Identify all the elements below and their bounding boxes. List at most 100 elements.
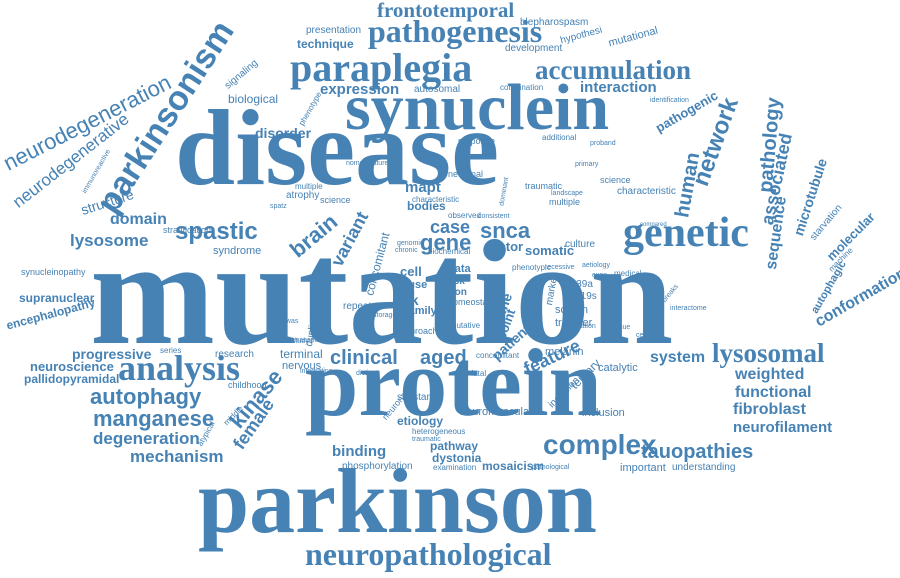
word-neuromuscular: compared [640,222,667,228]
word-functional: functional [735,385,811,401]
word-manganese: manganese [93,408,214,430]
word-pallidopyramidal: pallidopyramidal [24,373,119,385]
word-melanin: melanin [545,347,584,358]
word-pathological: examination [433,464,476,472]
word-genomic: fatal [471,370,486,378]
word-approach: regulation [565,323,596,330]
word-g2019s: g2019s [564,292,597,302]
word-lysosomal: lysosomal [712,340,825,367]
word-lysosome: lysosome [70,232,148,249]
word-somatic: somatic [525,244,574,257]
word-sirna: biochemical [428,248,470,256]
word-observed: distinct [356,370,378,377]
word-compared: primary [575,161,598,168]
word-transport: spatz [270,203,287,210]
word-impairment: interactome [670,305,707,312]
word-cellular: storage [373,312,396,319]
word-system: system [650,350,705,366]
word-biochemical: cellular [636,332,658,339]
word-signaling: signaling [223,58,260,91]
word-research: research [215,350,254,360]
word-identification: identification [650,97,689,104]
word-domain: domain [110,212,167,228]
word-phenotypic: series [160,347,181,355]
word-phosphorylation: understanding [672,463,735,473]
word-novel: chronic [395,247,418,254]
word-tauopathies: tauopathies [641,442,753,462]
word-aged: aged [420,348,467,368]
word-recent: genomic [397,240,423,247]
word-interaction: interaction [580,80,657,95]
word-examination: phosphorylation [342,462,413,472]
word-etiology: etiology [397,415,443,427]
word-consistent: transport [295,337,323,344]
word-understanding: important [620,463,666,474]
word-development: development [505,44,562,54]
word-mutational: mutational [607,26,659,50]
word-expression: expression [320,82,399,97]
word-response: response [458,137,495,146]
word-integrated: nomenclature [346,160,388,167]
word-cause: cause [396,280,427,291]
word-mechanism: mechanism [130,448,224,465]
word-human: human [672,151,703,219]
word-medical: characteristic [617,187,676,197]
word-substantia: heterogeneous [412,428,465,436]
word-combination: combination [500,84,543,92]
word-cell: cell [400,265,422,278]
word-biological: biological [228,93,278,105]
word-screen: screen [555,305,588,316]
word-catalytic: catalytic [598,363,638,374]
word-blepharospasm: blepharospasm [520,18,588,28]
word-alpha: consistent [478,213,510,220]
word-dominant: medical [614,270,642,278]
word-synucleinopathy: synucleinopathy [21,268,86,277]
word-proband: science [320,196,351,205]
word-neurofilament: neurofilament [733,420,832,435]
word-atrophy: atrophy [286,191,319,201]
word-methodes: tissue [612,324,630,331]
word-atypical: exon [592,272,607,279]
word-putative: dominant [498,177,510,207]
word-frontotemporal: frontotemporal [377,0,514,21]
word-heterogeneous: pathological [532,464,569,471]
word-autosomal: autosomal [414,85,460,95]
word-additional: additional [542,134,576,142]
word-binding: binding [332,444,386,459]
word-starvation: science [600,176,631,185]
word-basis: observed [448,212,481,220]
word-nervous: nervous [282,361,321,372]
word-technique: technique [297,38,354,50]
word-series: approach [400,327,438,336]
word-degeneration: degeneration [93,430,200,447]
word-science: neuronal [448,170,483,179]
word-machine: multiple [549,198,580,207]
word-recessive: landscape [551,190,583,197]
word-neuropathological: neuropathological [305,538,552,570]
word-presentation: presentation [306,26,361,36]
word-gwas: neuromuscular [460,407,533,418]
word-childhood: childhood [228,381,267,390]
word-spatz: phenotypic [512,264,551,272]
word-repeat: repeat [343,302,371,312]
word-hypothesi: hypothesi [559,26,603,47]
word-disorder: disorder [255,126,311,140]
word-terminal: terminal [280,348,323,360]
word-aetiology: gwas [282,318,298,325]
word-autophagy: autophagy [90,386,201,408]
word-stratification: stratification [163,226,211,235]
word-distinct: aetiology [582,262,610,269]
word-exon: homeostasis [448,298,499,307]
word-bodies: bodies [407,200,446,212]
word-slc39a: slc39a [564,280,593,290]
word-factor: factor [487,240,523,253]
word-landscape: multiple [295,183,323,191]
word-family: family [405,306,437,317]
word-data: data [448,264,471,275]
word-complex: complex [543,431,657,459]
word-study: putative [452,322,480,330]
word-weighted: weighted [735,367,804,383]
word-genetic: genetic [623,212,749,254]
word-risk: risk [447,277,465,287]
